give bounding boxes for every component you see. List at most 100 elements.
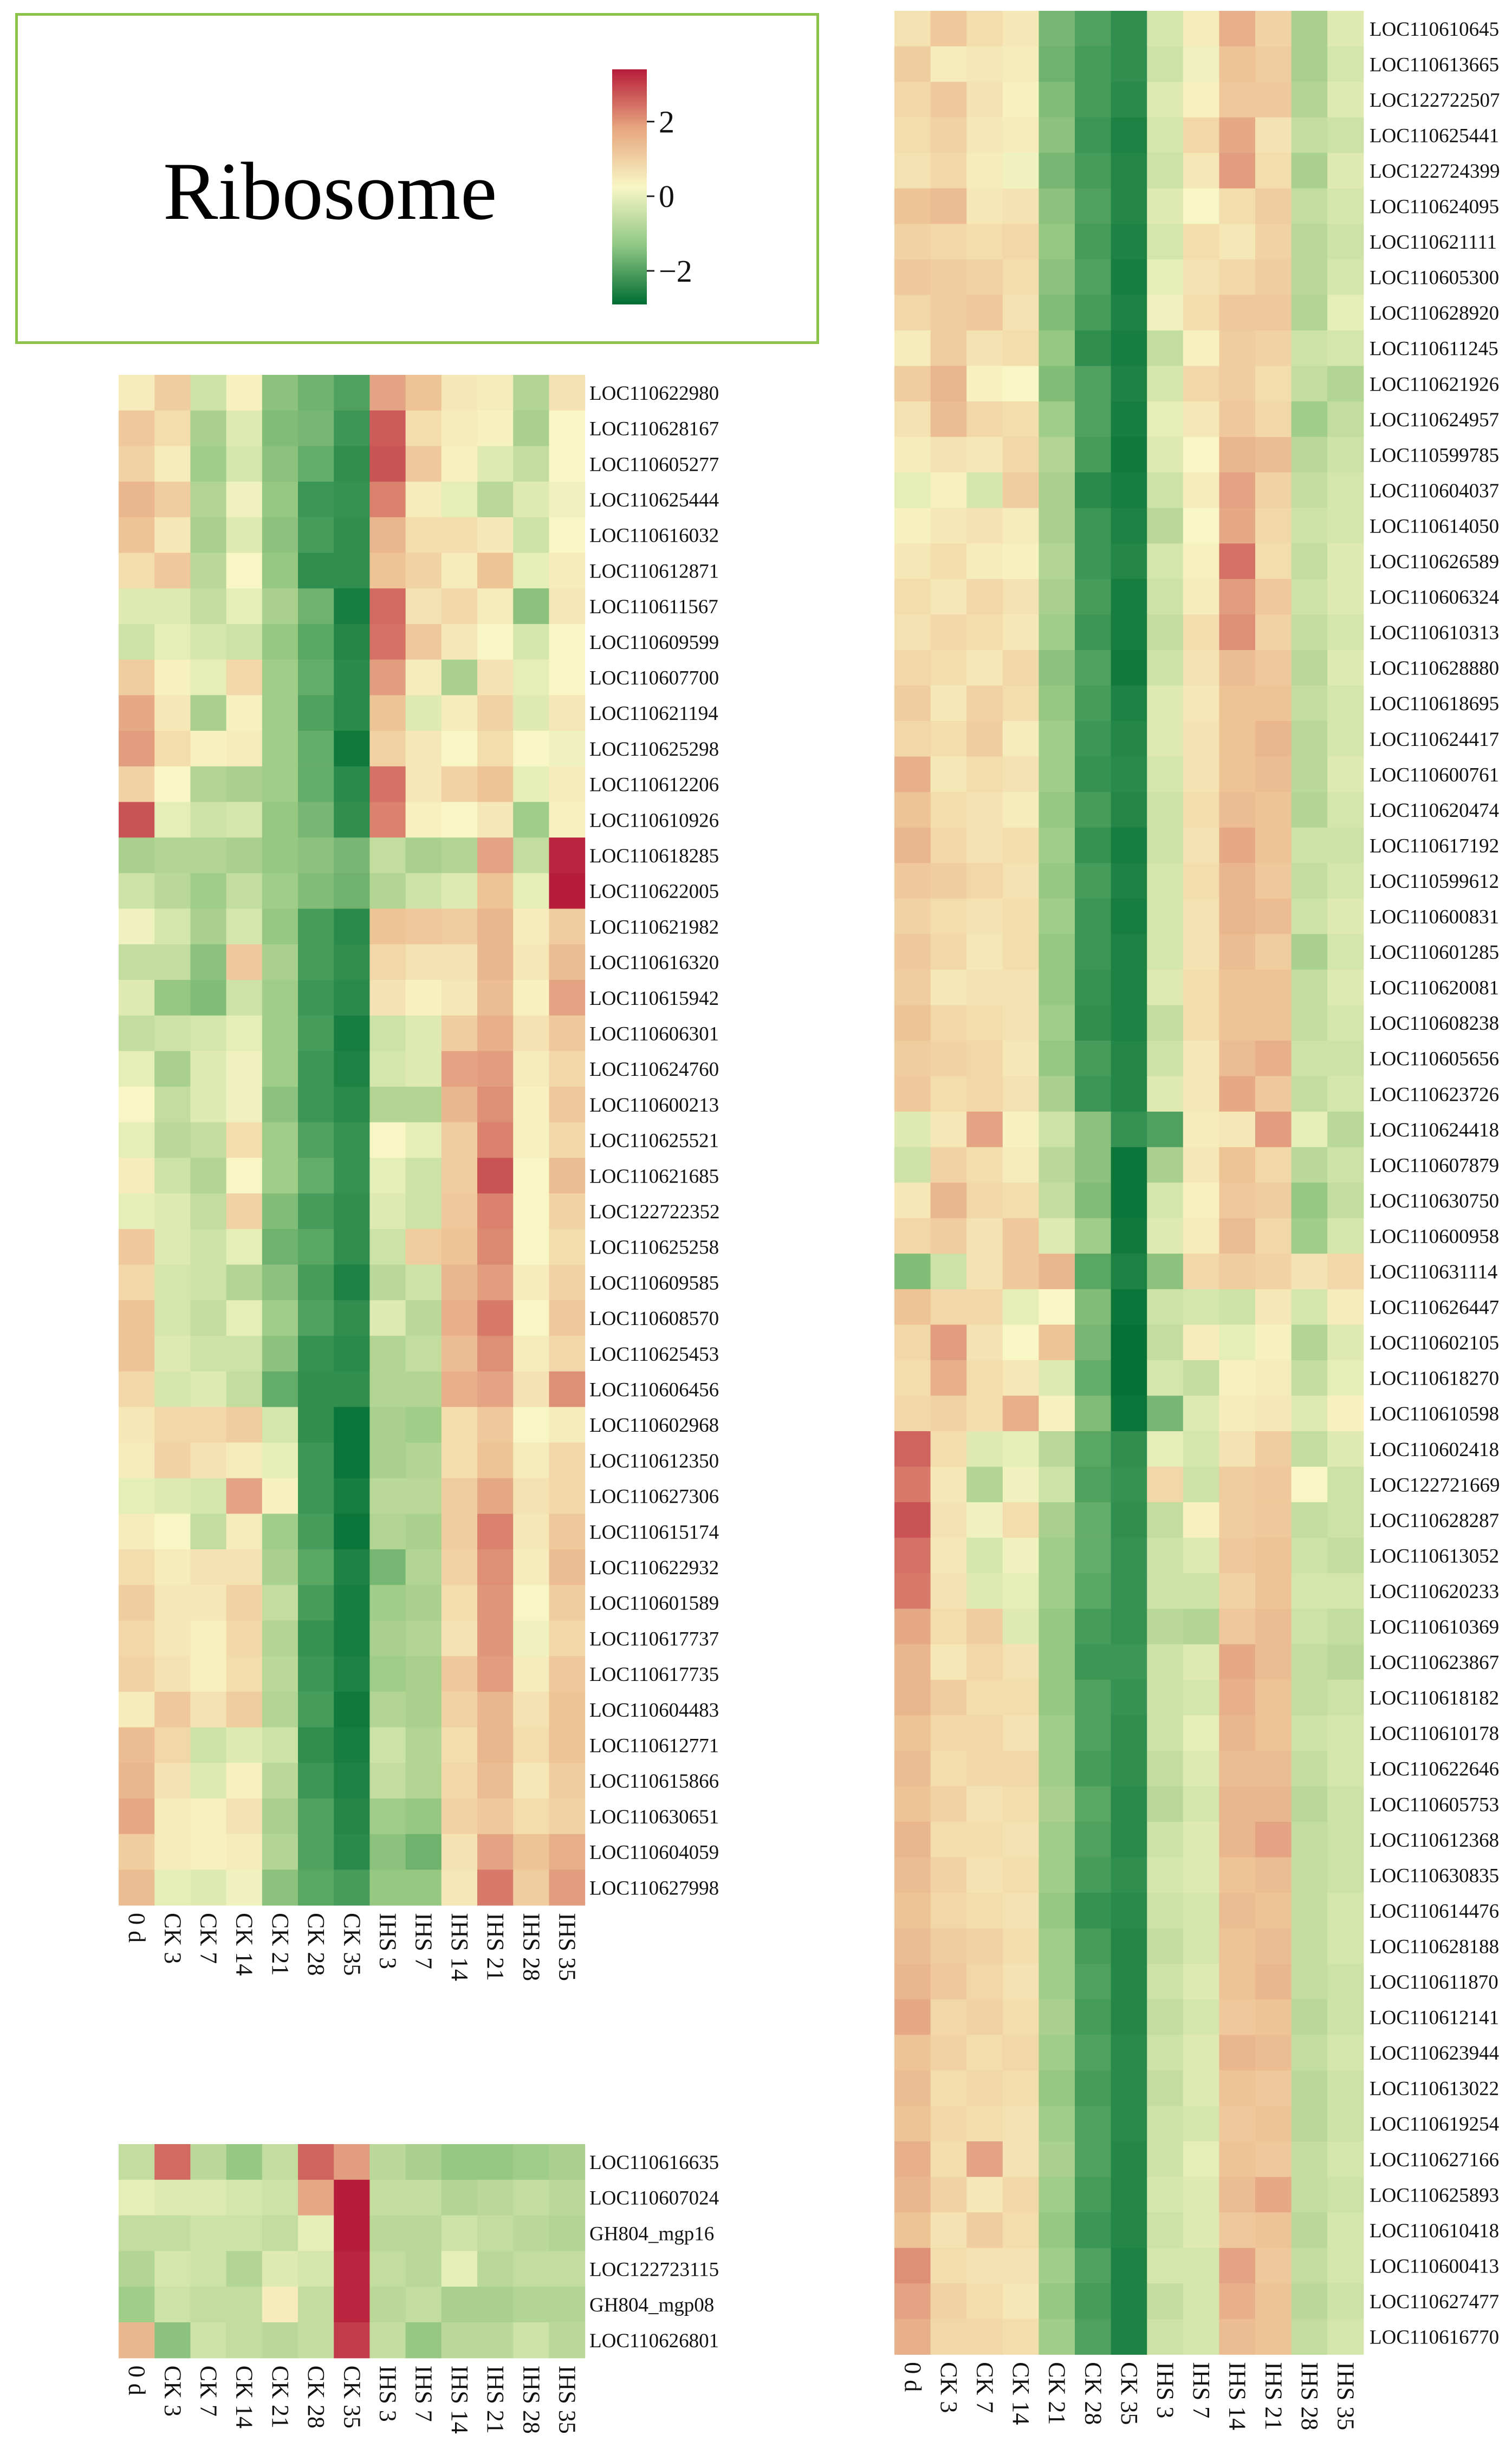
heatmap-cell [477,1620,514,1657]
heatmap-cell [154,2179,191,2216]
heatmap-cell [1002,1999,1039,2035]
heatmap-cell [513,944,549,980]
heatmap-cell [441,1834,478,1870]
heatmap-cell [1075,437,1112,473]
heatmap-cell [1039,1466,1075,1503]
heatmap-cell [154,2322,191,2359]
heatmap-cell [334,837,370,874]
heatmap-cell [513,2215,549,2251]
heatmap-cell [894,1893,931,1929]
heatmap-cell [894,2248,931,2284]
heatmap-cell [1255,1040,1292,1077]
heatmap-cell [298,1656,334,1692]
heatmap-cell [119,1834,155,1870]
heatmap-cell [549,1015,586,1051]
heatmap-cell [1075,188,1112,224]
heatmap-cell [369,1264,406,1301]
heatmap-cell [154,1264,191,1301]
heatmap-cell [405,873,442,910]
heatmap-cell [549,1763,586,1799]
gene-label: LOC110617192 [1370,835,1499,857]
heatmap-cell [190,1869,227,1906]
heatmap-cell [226,731,263,767]
heatmap-cell [334,2179,370,2216]
heatmap-cell [1219,1289,1256,1325]
heatmap-cell [477,731,514,767]
heatmap-cell [1002,330,1039,367]
heatmap-cell [1111,11,1147,47]
heatmap-cell [190,1549,227,1586]
heatmap-cell [334,979,370,1016]
heatmap-cell [334,802,370,838]
heatmap-cell [441,517,478,554]
heatmap-cell [1111,188,1147,224]
heatmap-cell [1002,46,1039,82]
heatmap-cell [119,908,155,945]
heatmap-cell [1039,472,1075,509]
heatmap-cell [1327,2212,1364,2249]
gene-label: LOC110623867 [1370,1652,1499,1674]
heatmap-cell [1183,1360,1219,1397]
heatmap-cell [1075,1715,1112,1751]
gene-label: LOC110628920 [1370,302,1499,324]
heatmap-cell [1147,1786,1184,1822]
sample-label: IHS 21 [1260,2362,1287,2430]
gene-label: LOC110610598 [1370,1403,1499,1425]
heatmap-cell [119,2179,155,2216]
heatmap-cell [154,1015,191,1051]
heatmap-cell [1291,1112,1328,1148]
heatmap-cell [1111,295,1147,331]
heatmap-cell [1327,2283,1364,2320]
heatmap-cell [405,375,442,411]
heatmap-cell [119,2287,155,2323]
heatmap-cell [405,2322,442,2359]
heatmap-cell [262,1549,298,1586]
heatmap-cell [1039,827,1075,863]
heatmap-cell [154,482,191,518]
heatmap-cell [405,1549,442,1586]
heatmap-cell [1075,1502,1112,1538]
heatmap-cell [1002,1679,1039,1716]
gene-label: LOC110621982 [589,916,719,938]
heatmap-cell [1111,614,1147,651]
gene-label: LOC110625893 [1370,2184,1499,2206]
heatmap-cell [1291,1928,1328,1964]
heatmap-cell [549,979,586,1016]
heatmap-cell [1219,259,1256,295]
heatmap-cell [1039,224,1075,260]
heatmap-cell [154,1335,191,1372]
heatmap-cell [1147,1218,1184,1254]
heatmap-cell [1111,1147,1147,1183]
heatmap-cell [119,1122,155,1158]
heatmap-cell [441,553,478,589]
heatmap-cell [513,1193,549,1230]
sample-label: CK 3 [159,1913,186,1964]
heatmap-cell [119,1443,155,1479]
heatmap-cell [226,1051,263,1087]
gene-label: LOC110624417 [1370,729,1499,751]
heatmap-cell [1111,969,1147,1005]
heatmap-cell [1075,2141,1112,2178]
heatmap-cell [1219,1644,1256,1680]
heatmap-cell [405,1158,442,1194]
heatmap-cell [477,1229,514,1265]
heatmap-cell [226,1514,263,1550]
heatmap-cell [1255,1076,1292,1112]
heatmap-cell [1147,472,1184,509]
heatmap-cell [226,979,263,1016]
heatmap-cell [405,410,442,446]
heatmap-cell [298,1371,334,1407]
gene-label: LOC110602418 [1370,1439,1499,1461]
sample-label: IHS 7 [1188,2362,1215,2418]
heatmap-cell [477,1443,514,1479]
gene-label: LOC110610313 [1370,622,1499,644]
heatmap-cell [1183,1324,1219,1361]
gene-label: LOC110616770 [1370,2327,1499,2349]
heatmap-cell [1255,1502,1292,1538]
gene-label: LOC110610645 [1370,18,1499,41]
heatmap-cell [1147,1537,1184,1574]
heatmap-cell [1327,2070,1364,2107]
heatmap-cell [190,1051,227,1087]
gene-label: LOC110614050 [1370,516,1499,538]
heatmap-cell [549,1300,586,1336]
